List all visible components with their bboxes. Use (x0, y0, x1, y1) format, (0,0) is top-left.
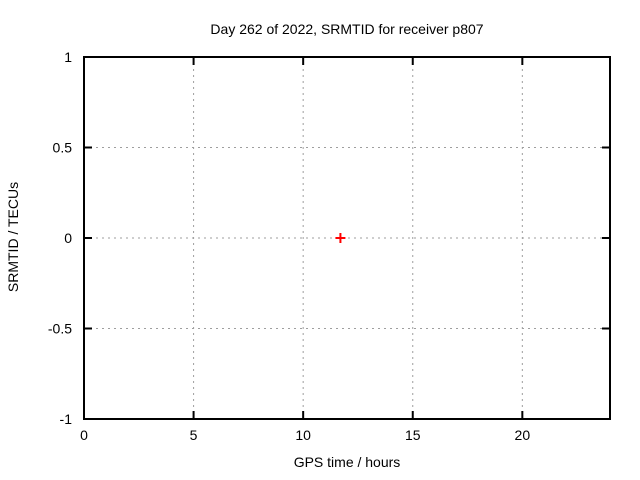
x-tick-label: 5 (190, 427, 198, 443)
x-tick-label: 0 (80, 427, 88, 443)
y-tick-label: -1 (60, 411, 73, 427)
x-axis-label: GPS time / hours (293, 454, 401, 470)
y-tick-label: -0.5 (48, 321, 72, 337)
y-tick-label: 0.5 (53, 140, 73, 156)
y-tick-label: 0 (64, 230, 72, 246)
x-tick-label: 10 (295, 427, 311, 443)
x-tick-label: 15 (405, 427, 421, 443)
chart-title: Day 262 of 2022, SRMTID for receiver p80… (210, 21, 484, 37)
x-tick-label: 20 (515, 427, 531, 443)
y-tick-label: 1 (64, 49, 72, 65)
